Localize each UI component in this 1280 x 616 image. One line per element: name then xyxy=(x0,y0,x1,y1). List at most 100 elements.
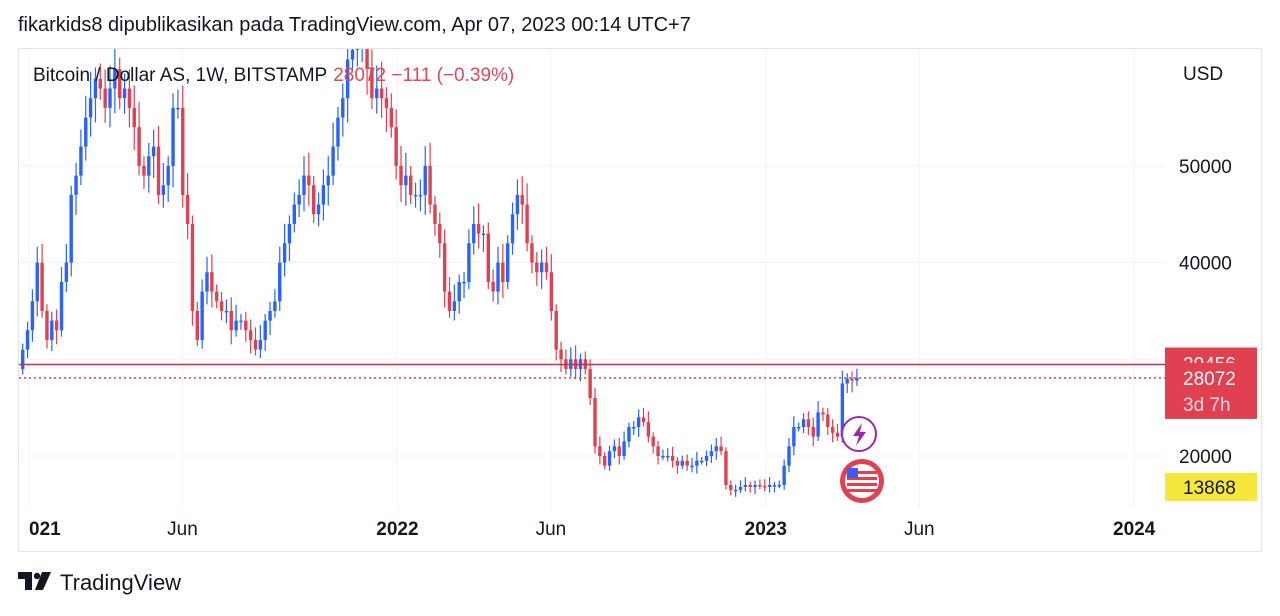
flag-stripe xyxy=(847,483,877,486)
candle-body xyxy=(278,262,282,302)
candle-body xyxy=(113,69,117,89)
candle-body xyxy=(98,78,102,89)
candle-body xyxy=(632,426,636,429)
candle-body xyxy=(603,456,607,466)
candle-body xyxy=(161,185,166,195)
candle-body xyxy=(797,426,801,429)
candle-body xyxy=(389,107,393,128)
candle-body xyxy=(185,194,190,224)
candle-body xyxy=(593,397,597,447)
last-price-badge[interactable] xyxy=(1165,362,1257,419)
candle-body xyxy=(607,451,612,466)
chart-panel[interactable]: USD 20000 40000 50000 021 Jun 2022 Jun 2023 Jun 20… xyxy=(18,48,1262,552)
candle-body xyxy=(200,291,204,340)
symbol-legend: Bitcoin / Dollar AS, 1W, BITSTAMP 28072 −… xyxy=(33,65,514,87)
candle-body xyxy=(743,485,748,487)
candle-body xyxy=(21,349,25,369)
candle-body xyxy=(316,204,321,215)
candle-body xyxy=(724,451,728,486)
candle-body xyxy=(535,262,539,273)
y-axis-currency: USD xyxy=(1183,64,1223,85)
candle-body xyxy=(457,281,461,302)
candle-body xyxy=(467,243,471,282)
candle-body xyxy=(704,456,709,461)
candle-body xyxy=(84,117,88,147)
candle-body xyxy=(64,262,69,282)
brand-name[interactable]: TradingView xyxy=(60,570,182,595)
candle-body xyxy=(156,146,161,195)
candle-body xyxy=(205,272,209,292)
candle-body xyxy=(520,194,524,205)
candle-body xyxy=(753,485,757,487)
candle-body xyxy=(321,185,326,205)
candle-body xyxy=(510,214,515,244)
x-tick-label: 2023 xyxy=(745,519,787,540)
candle-body xyxy=(680,460,684,466)
candle-body xyxy=(35,262,39,302)
candle-body xyxy=(54,320,59,331)
candle-body xyxy=(758,485,762,487)
candle-body xyxy=(612,446,617,452)
candle-body xyxy=(767,485,772,487)
candle-body xyxy=(215,291,219,302)
candle-body xyxy=(438,223,442,244)
candle-body xyxy=(763,485,767,488)
candle-body xyxy=(336,117,340,147)
candle-body xyxy=(263,320,267,340)
candle-body xyxy=(501,262,505,282)
candle-body xyxy=(801,419,806,427)
candlestick-chart[interactable]: USD 20000 40000 50000 021 Jun 2022 Jun 2023 Jun 20… xyxy=(19,49,1262,552)
candle-body xyxy=(787,446,791,466)
candle-body xyxy=(384,98,389,108)
low-price-badge[interactable] xyxy=(1165,473,1257,501)
candle-body xyxy=(399,165,403,186)
candle-body xyxy=(695,460,699,466)
candle-body xyxy=(690,465,694,468)
candle-body xyxy=(132,107,136,128)
last-price-text: 28072 xyxy=(1183,369,1236,390)
candle-body xyxy=(748,485,752,487)
candle-body xyxy=(447,291,452,311)
candle-body xyxy=(379,88,384,99)
candle-body xyxy=(273,301,277,311)
candle-body xyxy=(282,243,287,263)
symbol-name: Bitcoin / Dollar AS, 1W, BITSTAMP xyxy=(33,65,328,86)
candle-body xyxy=(423,165,427,195)
y-tick-label: 50000 xyxy=(1179,157,1232,178)
candle-body xyxy=(428,165,432,205)
symbol-values: 28072 −111 (−0.39%) xyxy=(333,65,515,86)
candle-body xyxy=(253,339,258,350)
candle-body xyxy=(25,330,30,350)
candle-body xyxy=(297,194,301,205)
candle-body xyxy=(74,175,78,195)
candle-body xyxy=(515,194,520,215)
flag-stripe xyxy=(847,477,877,480)
lightning-bolt-icon xyxy=(853,423,866,446)
candle-body xyxy=(166,165,170,186)
candle-body xyxy=(554,310,558,350)
candle-body xyxy=(661,456,665,458)
candle-body xyxy=(365,49,369,70)
candle-body xyxy=(142,165,146,176)
candle-body xyxy=(530,243,534,263)
candle-body xyxy=(670,456,675,461)
candle-body xyxy=(452,301,457,311)
x-tick-label: 2022 xyxy=(376,519,418,540)
candle-body xyxy=(45,310,49,340)
candle-body xyxy=(409,175,413,195)
candle-body xyxy=(292,204,296,224)
x-tick-label: 021 xyxy=(29,519,61,540)
candle-body xyxy=(404,175,408,186)
candle-body xyxy=(782,465,786,486)
candle-body xyxy=(345,59,350,99)
tradingview-logo-icon[interactable] xyxy=(18,571,52,595)
candle-body xyxy=(268,310,272,321)
candle-body xyxy=(118,69,122,99)
candle-body xyxy=(331,146,335,176)
candle-body xyxy=(772,485,777,487)
candle-body xyxy=(462,281,466,284)
candle-body xyxy=(738,486,743,490)
candle-body xyxy=(588,368,592,398)
candle-body xyxy=(258,339,263,350)
candle-body xyxy=(792,426,796,447)
